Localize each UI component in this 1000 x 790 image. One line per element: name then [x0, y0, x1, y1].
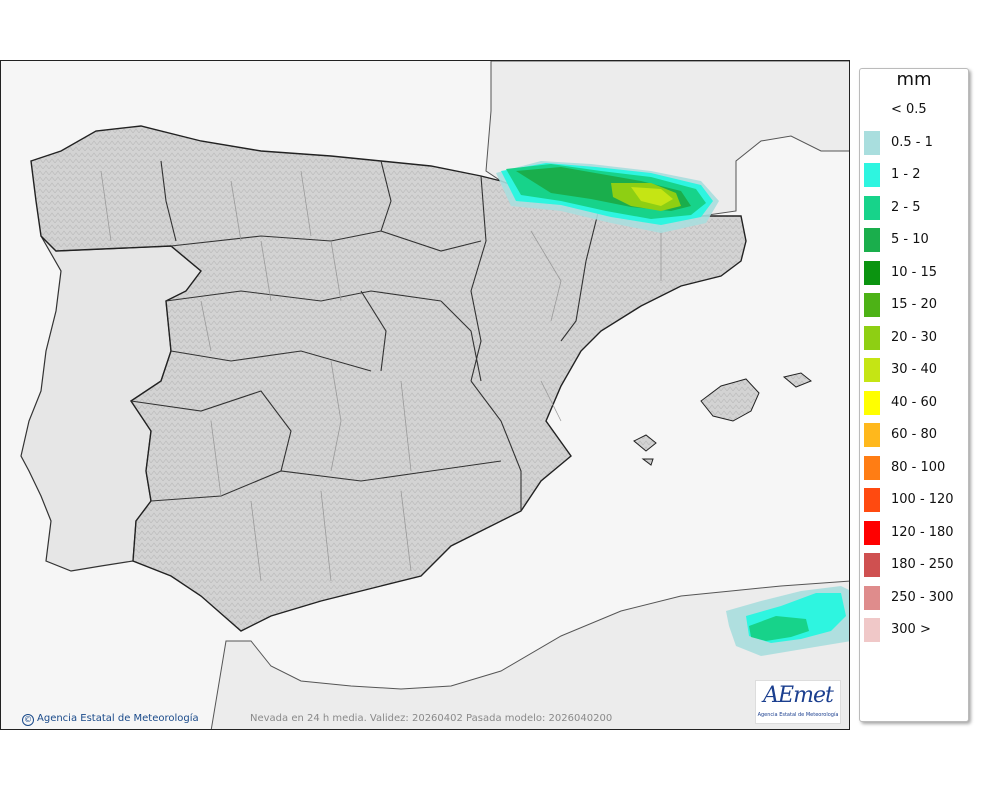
legend-swatch — [864, 618, 880, 642]
legend-label: 1 - 2 — [891, 167, 921, 182]
legend-item: 20 - 30 — [864, 325, 964, 350]
legend-swatch — [864, 423, 880, 447]
legend-label: 5 - 10 — [891, 232, 929, 247]
legend-label: 60 - 80 — [891, 427, 938, 442]
legend-item: 30 - 40 — [864, 358, 964, 382]
legend-item: 120 - 180 — [864, 520, 964, 545]
legend-swatch — [864, 98, 880, 122]
legend-label: 40 - 60 — [891, 394, 938, 410]
legend-item: 40 - 60 — [864, 390, 964, 415]
legend-label: 120 - 180 — [891, 524, 954, 540]
legend-label: 80 - 100 — [891, 459, 946, 475]
legend-swatch — [864, 358, 880, 382]
snowfall-pyrenees — [496, 161, 719, 233]
legend-label: 20 - 30 — [891, 329, 938, 345]
legend-label: 180 - 250 — [891, 557, 954, 572]
region-borders — [130, 160, 602, 511]
legend-label: 250 - 300 — [891, 589, 954, 605]
ibiza-island — [633, 434, 657, 452]
agency-credit: © Agencia Estatal de Meteorología — [22, 713, 199, 726]
mallorca-island — [700, 378, 760, 422]
logo-subtext: Agencia Estatal de Meteorología — [757, 712, 839, 718]
map-footnote: Nevada en 24 h media. Validez: 20260402 … — [250, 713, 613, 724]
legend-label: 100 - 120 — [891, 492, 954, 507]
legend-swatch — [864, 228, 880, 252]
legend-swatch — [864, 585, 880, 610]
africa-land — [210, 580, 849, 729]
legend-unit: mm — [896, 69, 932, 90]
legend-swatch — [864, 293, 880, 317]
legend-label: 0.5 - 1 — [891, 134, 933, 150]
legend-swatch — [864, 130, 880, 155]
province-borders — [100, 170, 662, 582]
legend-swatch — [864, 520, 880, 545]
formentera-island — [641, 458, 654, 466]
legend-item: 1 - 2 — [864, 163, 964, 187]
legend-item: 5 - 10 — [864, 228, 964, 252]
legend-item: 180 - 250 — [864, 553, 964, 577]
legend: mm < 0.5 0.5 - 1 1 - 2 2 - 5 5 - 10 10 - 15 15… — [859, 68, 969, 722]
legend-item: 15 - 20 — [864, 293, 964, 317]
legend-label: 300 > — [891, 622, 931, 637]
copyright-icon: © — [22, 714, 34, 726]
legend-label: 10 - 15 — [891, 264, 938, 280]
legend-item: < 0.5 — [864, 98, 964, 122]
legend-swatch — [864, 488, 880, 512]
legend-label: 2 - 5 — [891, 199, 921, 215]
forecast-map — [0, 60, 850, 730]
legend-item: 60 - 80 — [864, 423, 964, 447]
credit-text: Agencia Estatal de Meteorología — [37, 713, 199, 724]
legend-item: 2 - 5 — [864, 195, 964, 220]
legend-swatch — [864, 195, 880, 220]
legend-label: 15 - 20 — [891, 297, 938, 312]
logo-wordmark: AEmet — [763, 683, 834, 708]
snowfall-atlas — [726, 586, 849, 656]
spain-land — [30, 125, 747, 632]
legend-swatch — [864, 260, 880, 285]
menorca-island — [782, 372, 812, 388]
legend-swatch — [864, 553, 880, 577]
legend-item: 10 - 15 — [864, 260, 964, 285]
legend-label: < 0.5 — [891, 102, 927, 117]
legend-item: 250 - 300 — [864, 585, 964, 610]
legend-item: 300 > — [864, 618, 964, 642]
legend-swatch — [864, 325, 880, 350]
legend-item: 0.5 - 1 — [864, 130, 964, 155]
legend-label: 30 - 40 — [891, 362, 938, 377]
legend-item: 80 - 100 — [864, 455, 964, 480]
legend-item: 100 - 120 — [864, 488, 964, 512]
legend-swatch — [864, 390, 880, 415]
legend-swatch — [864, 455, 880, 480]
legend-swatch — [864, 163, 880, 187]
map-canvas — [20, 61, 849, 729]
aemet-logo: AEmet Agencia Estatal de Meteorología — [755, 680, 841, 724]
